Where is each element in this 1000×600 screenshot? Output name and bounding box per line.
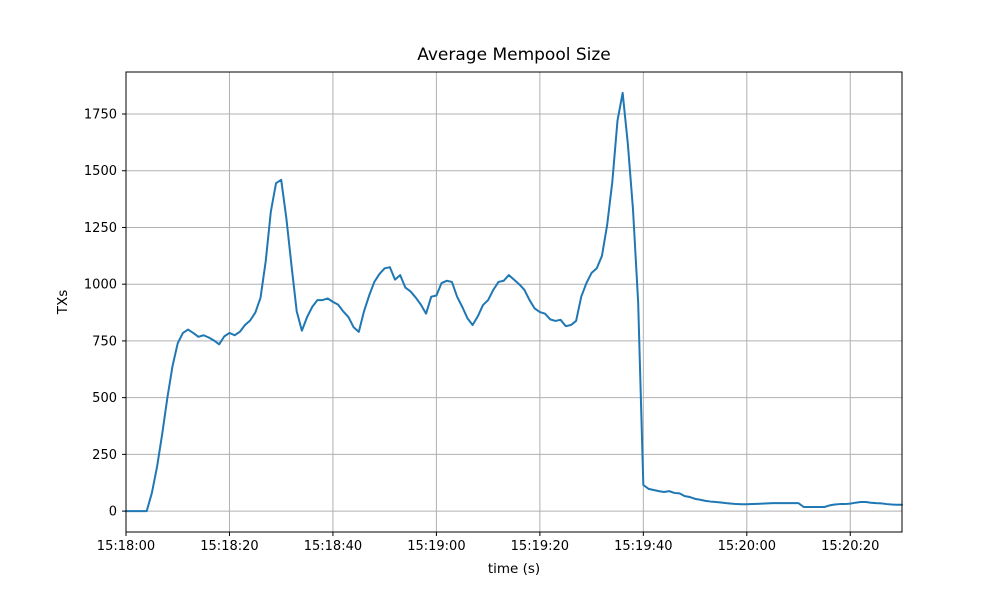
x-tick-label: 15:19:20 bbox=[511, 539, 569, 554]
y-tick-label: 0 bbox=[109, 505, 117, 520]
tick-label-layer: 15:18:00 15:18:20 15:18:40 15:19:00 15:19:20… bbox=[84, 108, 880, 554]
x-tick-label: 15:20:00 bbox=[718, 539, 776, 554]
y-tick-label: 1250 bbox=[84, 221, 117, 236]
x-tick-label: 15:18:00 bbox=[97, 539, 155, 554]
y-tick-label: 1500 bbox=[84, 164, 117, 179]
y-tick-label: 1000 bbox=[84, 278, 117, 293]
x-tick-label: 15:18:20 bbox=[200, 539, 258, 554]
y-tick-label: 250 bbox=[92, 448, 117, 463]
x-tick-label: 15:19:00 bbox=[407, 539, 465, 554]
y-tick-label: 1750 bbox=[84, 108, 117, 123]
chart-title: Average Mempool Size bbox=[417, 45, 611, 65]
x-tick-label: 15:19:40 bbox=[614, 539, 672, 554]
y-tick-label: 500 bbox=[92, 391, 117, 406]
axes-spines bbox=[125, 71, 903, 533]
x-tick-label: 15:18:40 bbox=[304, 539, 362, 554]
axes-layer bbox=[122, 71, 903, 536]
y-tick-label: 750 bbox=[92, 334, 117, 349]
grid-layer bbox=[125, 72, 902, 532]
x-axis-label: time (s) bbox=[487, 561, 541, 577]
mempool-size-line bbox=[125, 91, 903, 513]
x-tick-label: 15:20:20 bbox=[821, 539, 879, 554]
series-layer bbox=[125, 91, 903, 513]
